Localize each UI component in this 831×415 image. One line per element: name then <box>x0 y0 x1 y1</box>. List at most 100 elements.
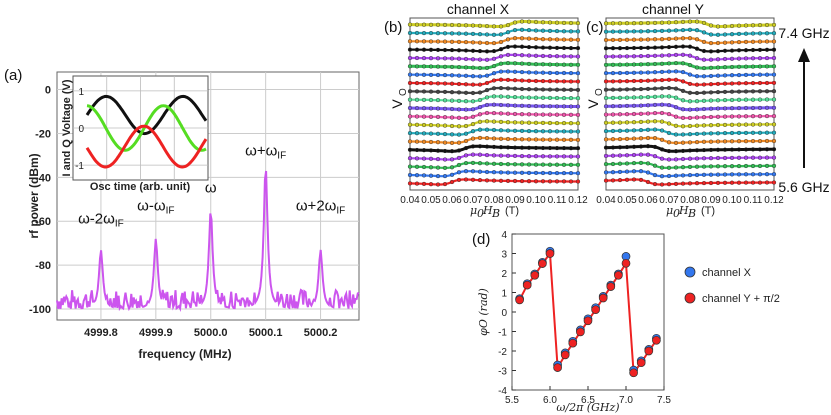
trace-point <box>575 96 581 101</box>
inset-y-label: I and Q Voltage (V) <box>61 79 73 176</box>
trace-point <box>491 71 497 76</box>
panel-b: (b) channel X 0.04 0.05 0.06 0.07 0.08 0.09 0.… <box>384 1 588 220</box>
trace-point <box>435 89 441 94</box>
inset-y-ticks: 1 0 -1 <box>75 87 84 172</box>
trace-point <box>624 29 630 34</box>
trace-point <box>624 145 630 150</box>
trace-point <box>757 72 763 77</box>
trace-point <box>435 157 441 162</box>
panel-a-x-label: frequency (MHz) <box>138 347 231 361</box>
trace-point <box>575 54 581 59</box>
trace-point <box>771 113 777 119</box>
inset-y-tick-label: 0 <box>78 124 84 135</box>
trace-point <box>694 46 700 51</box>
trace-point <box>512 44 518 49</box>
trace-point <box>407 131 413 136</box>
trace-point <box>477 127 483 132</box>
trace-point <box>708 90 714 95</box>
trace-point <box>428 97 434 103</box>
peak-label-main: ω <box>205 180 217 197</box>
x-tick-label: 0.10 <box>722 195 742 206</box>
point-channel-y <box>621 258 631 268</box>
trace-point <box>701 90 707 95</box>
trace-point <box>491 170 497 175</box>
trace-point <box>736 180 742 185</box>
legend-label-channel-y: channel Y + π/2 <box>702 293 780 305</box>
trace-point <box>512 178 518 184</box>
trace-point <box>491 32 497 37</box>
trace-point <box>470 129 476 134</box>
trace-point <box>519 154 525 159</box>
trace-point <box>645 170 651 175</box>
trace-point <box>652 20 658 25</box>
panel-b-x-ticks: 0.04 0.05 0.06 0.07 0.08 0.09 0.10 0.11 0.12 <box>400 195 588 206</box>
trace-point <box>610 145 616 150</box>
trace-point <box>659 102 665 107</box>
trace-point <box>610 104 616 109</box>
trace-point <box>428 173 434 178</box>
trace-point <box>442 115 448 120</box>
trace-point <box>547 162 553 167</box>
trace-point <box>715 180 721 185</box>
trace-point <box>757 97 763 102</box>
trace-point <box>743 31 749 36</box>
trace-point <box>617 70 623 76</box>
trace-point <box>470 40 476 45</box>
trace-point <box>540 20 546 25</box>
trace-point <box>540 70 546 75</box>
trace-point <box>617 169 623 174</box>
trace-point <box>652 61 658 67</box>
trace-point <box>414 97 420 102</box>
trace-point <box>687 19 693 24</box>
trace-point <box>694 181 700 186</box>
trace-point <box>722 73 728 78</box>
trace-point <box>554 87 560 92</box>
trace-point <box>484 102 490 108</box>
trace-point <box>771 138 777 144</box>
trace-point <box>757 39 763 44</box>
trace-point <box>414 47 420 52</box>
trace-point <box>512 94 518 100</box>
trace-point <box>540 170 546 176</box>
panel-c-traces <box>603 19 777 187</box>
panel-c-title: channel Y <box>642 1 705 17</box>
trace-point <box>659 20 665 25</box>
trace-point <box>568 104 574 109</box>
trace-point <box>498 39 504 45</box>
trace-point <box>519 137 525 142</box>
trace-point <box>729 147 735 152</box>
trace-point <box>652 110 658 116</box>
trace-point <box>547 62 553 67</box>
trace-point <box>743 139 749 144</box>
trace-point <box>687 115 693 120</box>
trace-point <box>505 153 511 158</box>
trace-point <box>421 131 427 136</box>
trace-point <box>750 47 756 53</box>
trace-point <box>729 89 735 94</box>
trace-point <box>701 20 707 25</box>
trace-point <box>715 131 721 136</box>
trace-point <box>449 123 455 129</box>
trace-point <box>666 157 672 162</box>
panel-a-y-tick-label: 0 <box>45 85 51 97</box>
trace-point <box>414 89 420 94</box>
trace-point <box>673 52 679 57</box>
trace-point <box>701 172 707 177</box>
trace-point <box>673 132 679 137</box>
trace-point <box>722 56 728 62</box>
trace-point <box>414 164 420 169</box>
trace-point <box>491 119 497 124</box>
trace-point <box>736 164 742 169</box>
trace-point <box>554 79 560 84</box>
trace-point <box>533 170 539 175</box>
trace-point <box>526 179 532 184</box>
trace-point <box>603 153 609 158</box>
trace-point <box>540 154 546 159</box>
panel-a-label: (a) <box>4 67 22 84</box>
trace-point <box>659 28 665 33</box>
trace-point <box>568 20 574 26</box>
trace-point <box>638 70 644 75</box>
panel-d-y-tick-label: 0 <box>501 308 507 319</box>
trace-point <box>624 21 630 26</box>
trace-point <box>750 114 756 119</box>
